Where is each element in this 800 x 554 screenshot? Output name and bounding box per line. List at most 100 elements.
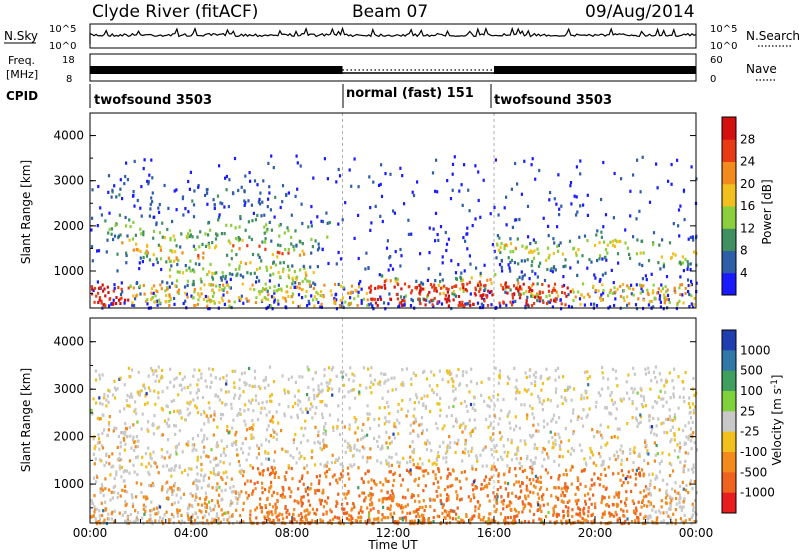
power-cell <box>278 251 281 255</box>
velocity-cell <box>687 451 690 456</box>
velocity-cell <box>168 520 171 524</box>
power-cell <box>240 294 243 298</box>
power-cell <box>499 304 502 308</box>
velocity-cell <box>174 424 177 428</box>
velocity-cell <box>458 479 461 483</box>
velocity-cell <box>205 414 208 418</box>
velocity-cell <box>454 517 457 521</box>
velocity-cell <box>275 437 278 441</box>
velocity-cell <box>458 383 461 387</box>
power-cell-low <box>276 289 279 293</box>
velocity-cell <box>132 520 135 524</box>
velocity-cell <box>121 513 124 517</box>
power-cell <box>326 177 329 181</box>
velocity-cell <box>312 388 315 392</box>
velocity-cell <box>360 505 363 509</box>
velocity-cell <box>558 436 561 440</box>
power-cell-low <box>104 294 107 298</box>
power-cell <box>214 237 218 241</box>
velocity-cell <box>186 514 190 518</box>
power-cell-low <box>305 290 308 293</box>
power-cell <box>268 220 271 224</box>
velocity-cell <box>584 499 587 503</box>
velocity-cell <box>106 394 109 398</box>
power-cell <box>428 300 431 304</box>
velocity-cell <box>96 441 100 445</box>
power-cell <box>158 231 162 235</box>
power-cell <box>230 249 233 253</box>
velocity-cell <box>528 368 531 372</box>
velocity-cell <box>122 431 126 435</box>
power-cell <box>525 245 528 249</box>
velocity-cell <box>446 445 449 449</box>
velocity-cell <box>92 452 95 456</box>
power-cell-low <box>338 304 342 308</box>
velocity-cell <box>431 388 434 392</box>
velocity-cell <box>161 488 164 492</box>
velocity-cell <box>93 510 96 514</box>
power-cell <box>693 250 696 254</box>
power-cell <box>561 252 564 256</box>
power-cell-low <box>424 303 427 307</box>
velocity-cell <box>165 464 168 468</box>
velocity-cell <box>620 508 623 512</box>
power-cell <box>163 183 166 188</box>
power-cell <box>161 221 164 225</box>
velocity-cell <box>448 372 452 376</box>
nave-label: Nave <box>746 62 777 76</box>
velocity-cell <box>586 377 589 381</box>
velocity-cell <box>108 389 111 393</box>
velocity-cell <box>267 457 270 461</box>
power-cell-low <box>106 285 109 289</box>
velocity-cell <box>498 431 501 435</box>
power-cell-low <box>458 301 461 304</box>
power-cell <box>114 223 117 227</box>
velocity-cell <box>389 470 392 474</box>
freq-tick-top: 18 <box>62 55 75 66</box>
velocity-cell <box>270 480 273 484</box>
power-cell <box>278 275 282 279</box>
velocity-cell <box>93 505 96 509</box>
velocity-cell <box>192 481 195 485</box>
velocity-cell <box>460 423 463 427</box>
velocity-cell <box>126 404 129 408</box>
velocity-cell <box>611 503 614 507</box>
power-cell <box>188 234 191 238</box>
velocity-cell <box>270 484 273 488</box>
velocity-cell <box>602 459 605 463</box>
power-cell <box>461 203 464 207</box>
power-cell <box>614 297 617 301</box>
power-cell <box>557 249 560 253</box>
velocity-cell <box>288 512 291 516</box>
velocity-cell <box>624 503 627 507</box>
velocity-cell <box>447 467 450 471</box>
velocity-cell <box>531 461 534 465</box>
velocity-cell <box>377 520 380 524</box>
velocity-cell <box>692 466 695 470</box>
velocity-cell <box>447 380 450 384</box>
velocity-cell <box>692 470 695 474</box>
velocity-cell <box>261 481 264 485</box>
velocity-cell <box>191 449 194 453</box>
velocity-cell <box>417 466 420 470</box>
power-cell-low <box>277 287 280 291</box>
velocity-cell <box>674 481 677 485</box>
velocity-cell <box>639 420 642 424</box>
velocity-cell <box>292 438 295 442</box>
velocity-cell <box>292 512 295 516</box>
velocity-cell <box>625 497 628 501</box>
velocity-cell <box>482 518 485 522</box>
velocity-cell <box>162 517 165 521</box>
velocity-cell <box>266 428 269 432</box>
velocity-cell <box>373 481 376 486</box>
power-cell <box>182 301 185 306</box>
velocity-cell <box>415 393 418 397</box>
velocity-cell <box>354 420 357 424</box>
velocity-cell <box>611 367 615 371</box>
velocity-cell <box>112 464 115 468</box>
velocity-cell <box>400 407 403 411</box>
power-cell-low <box>638 283 641 287</box>
power-cell-low <box>272 296 276 300</box>
power-cell <box>353 236 356 240</box>
velocity-cell <box>412 450 415 455</box>
